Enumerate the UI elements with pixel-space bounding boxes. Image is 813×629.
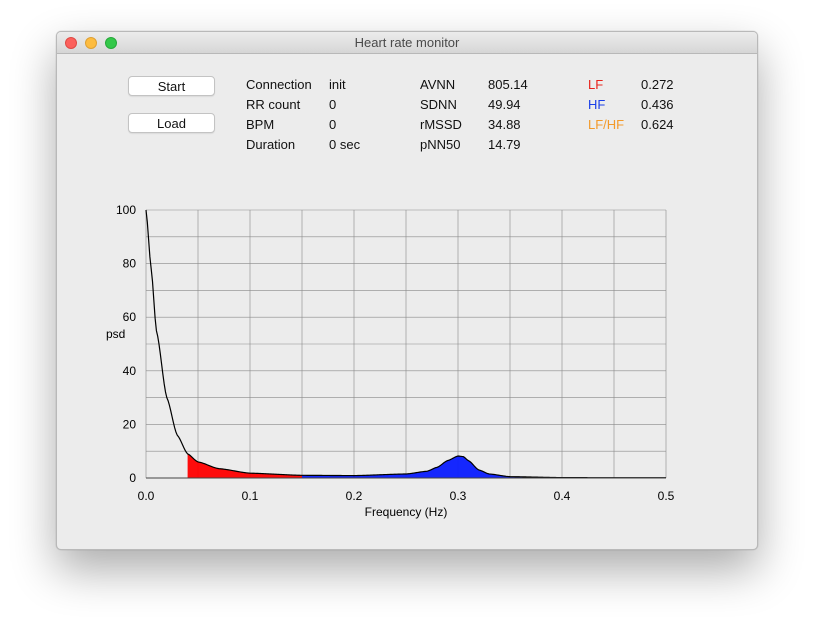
minimize-button[interactable] — [85, 37, 97, 49]
hf-value: 0.436 — [641, 97, 674, 112]
close-button[interactable] — [65, 37, 77, 49]
pnn50-value: 14.79 — [488, 137, 521, 152]
duration-value: 0 sec — [329, 137, 361, 152]
x-tick-label: 0.3 — [450, 489, 467, 503]
y-tick-label: 80 — [123, 257, 137, 271]
x-tick-label: 0.4 — [554, 489, 571, 503]
y-tick-label: 0 — [129, 471, 136, 485]
hf-label: HF — [588, 97, 606, 112]
duration-label: Duration — [246, 137, 296, 152]
avnn-label: AVNN — [420, 77, 456, 92]
y-tick-label: 60 — [123, 310, 137, 324]
lf-label: LF — [588, 77, 604, 92]
lf-value: 0.272 — [641, 77, 674, 92]
app-window: Heart rate monitor Start Load Connection… — [56, 31, 758, 550]
x-tick-label: 0.0 — [138, 489, 155, 503]
avnn-value: 805.14 — [488, 77, 528, 92]
x-tick-label: 0.2 — [346, 489, 363, 503]
bpm-value: 0 — [329, 117, 337, 132]
connection-value: init — [329, 77, 346, 92]
y-axis-label: psd — [106, 327, 125, 341]
x-tick-label: 0.5 — [658, 489, 675, 503]
bpm-label: BPM — [246, 117, 275, 132]
sdnn-value: 49.94 — [488, 97, 521, 112]
title-bar[interactable]: Heart rate monitor — [57, 32, 757, 54]
load-button[interactable]: Load — [128, 113, 215, 133]
y-tick-label: 40 — [123, 364, 137, 378]
rr-count-label: RR count — [246, 97, 301, 112]
start-button[interactable]: Start — [128, 76, 215, 96]
rr-count-value: 0 — [329, 97, 337, 112]
rmssd-value: 34.88 — [488, 117, 521, 132]
pnn50-label: pNN50 — [420, 137, 461, 152]
y-tick-label: 20 — [123, 417, 137, 431]
rmssd-label: rMSSD — [420, 117, 462, 132]
band-lf — [187, 453, 302, 478]
x-tick-label: 0.1 — [242, 489, 259, 503]
x-axis-label: Frequency (Hz) — [365, 505, 448, 519]
zoom-button[interactable] — [105, 37, 117, 49]
lf-hf-value: 0.624 — [641, 117, 674, 132]
connection-label: Connection — [246, 77, 312, 92]
window-title: Heart rate monitor — [354, 35, 460, 50]
lf-hf-label: LF/HF — [588, 117, 625, 132]
psd-chart: 0.0 0.1 0.2 0.3 0.4 0.5 0 20 40 60 80 100 Frequency … — [106, 203, 675, 519]
y-tick-label: 100 — [116, 203, 136, 217]
sdnn-label: SDNN — [420, 97, 457, 112]
